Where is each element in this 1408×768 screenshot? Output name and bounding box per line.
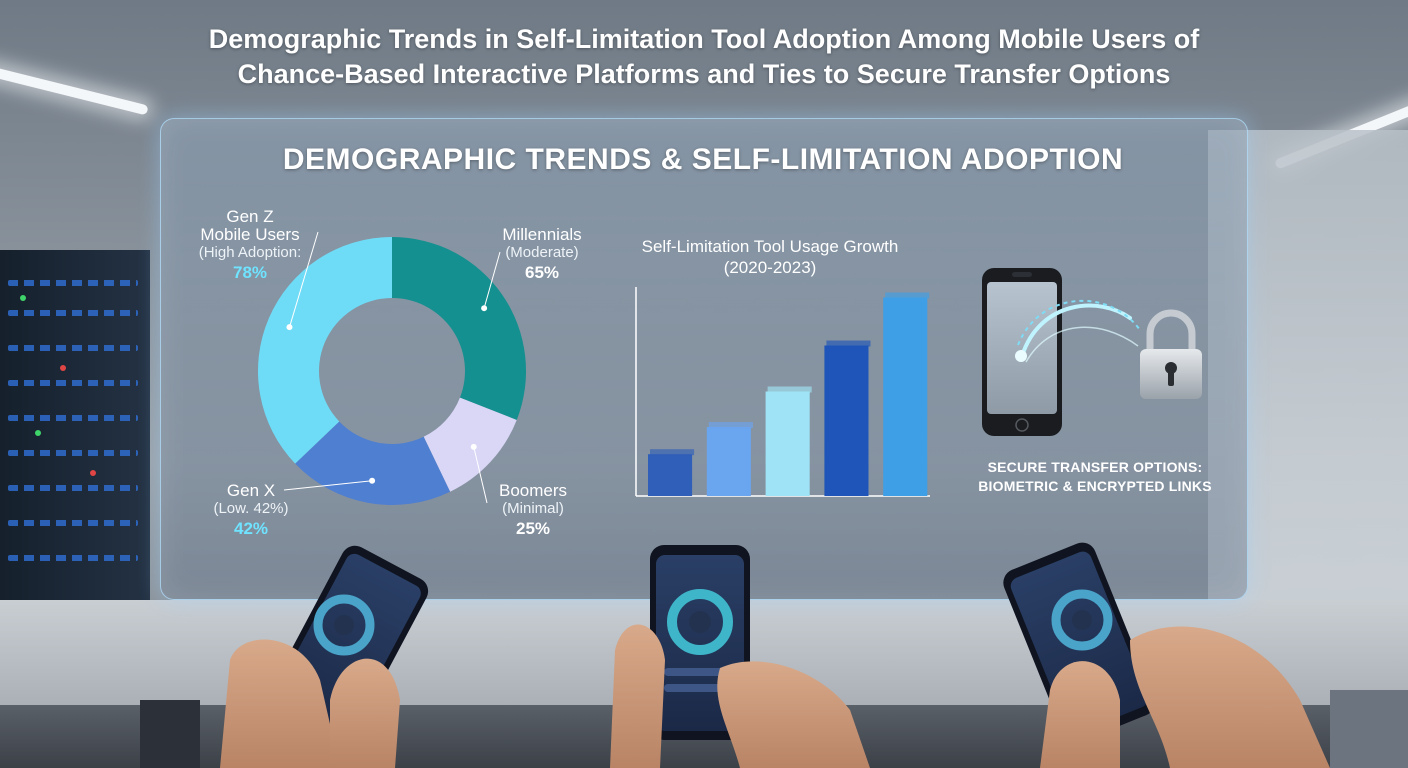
donut-segment-millennials — [392, 237, 526, 420]
donut-chart — [258, 237, 526, 505]
millennials-sub: (Moderate) — [505, 244, 579, 261]
gen-x-sub: (Low. 42%) — [213, 500, 289, 517]
left-hand-phone — [140, 545, 429, 768]
gen-z-name-line2: Mobile Users — [200, 225, 300, 244]
main-title-line1: Demographic Trends in Self-Limitation To… — [208, 24, 1200, 54]
glass-panel — [160, 118, 1248, 600]
bar-chart-title-line2: (2020-2023) — [723, 258, 817, 277]
bar-top-face-3 — [767, 386, 812, 393]
donut-leader-lines — [283, 231, 501, 504]
bar-5 — [883, 297, 928, 496]
padlock-icon — [1140, 309, 1202, 399]
secure-transfer-line1: SECURE TRANSFER OPTIONS: — [987, 459, 1203, 475]
gen-z-value: 78% — [232, 263, 268, 282]
gen-z-sub: (High Adoption: — [198, 244, 302, 261]
donut-segment-boomers — [423, 397, 517, 492]
gen-z-name-line1: Gen Z — [226, 207, 274, 226]
donut-segment-gen-x — [295, 421, 451, 505]
donut-label-gen-x: Gen X (Low. 42%) 42% — [196, 482, 306, 538]
bar-top-face-2 — [708, 422, 753, 429]
main-title: Demographic Trends in Self-Limitation To… — [0, 22, 1408, 92]
donut-segment-gen-z — [258, 237, 392, 464]
boomers-name: Boomers — [498, 481, 568, 500]
bar-top-face-1 — [650, 449, 695, 456]
bar-2 — [706, 427, 751, 496]
right-hand-phone — [1003, 542, 1408, 768]
bar-4 — [824, 345, 869, 496]
bar-top-face-4 — [826, 340, 871, 347]
secure-transfer-line2: BIOMETRIC & ENCRYPTED LINKS — [978, 478, 1212, 494]
center-hand-phone — [610, 545, 870, 768]
bar-top-face-5 — [885, 292, 930, 299]
boomers-value: 25% — [515, 519, 551, 538]
donut-leader-line-boomers — [473, 446, 488, 504]
donut-leader-line-gen-z — [288, 231, 319, 328]
donut-label-gen-z: Gen Z Mobile Users (High Adoption: 78% — [180, 208, 320, 282]
donut-label-boomers: Boomers (Minimal) 25% — [470, 482, 596, 538]
donut-label-millennials: Millennials (Moderate) 65% — [478, 226, 606, 282]
gen-x-value: 42% — [233, 519, 269, 538]
bar-3 — [765, 391, 810, 496]
bar-chart-title-line1: Self-Limitation Tool Usage Growth — [641, 237, 899, 256]
main-title-line2: Chance-Based Interactive Platforms and T… — [237, 59, 1171, 89]
bar-chart-title: Self-Limitation Tool Usage Growth (2020-… — [640, 236, 900, 278]
millennials-name: Millennials — [502, 225, 582, 244]
donut-leader-line-gen-x — [283, 480, 373, 491]
transfer-link-icon — [1015, 299, 1141, 363]
bar-1 — [648, 454, 693, 496]
secure-transfer-label: SECURE TRANSFER OPTIONS: BIOMETRIC & ENC… — [960, 458, 1230, 496]
bar-chart — [635, 287, 930, 497]
donut-leader-line-millennials — [483, 251, 501, 309]
millennials-value: 65% — [524, 263, 560, 282]
boomers-sub: (Minimal) — [502, 500, 564, 517]
panel-heading: DEMOGRAPHIC TRENDS & SELF-LIMITATION ADO… — [282, 143, 1124, 176]
gen-x-name: Gen X — [226, 481, 276, 500]
